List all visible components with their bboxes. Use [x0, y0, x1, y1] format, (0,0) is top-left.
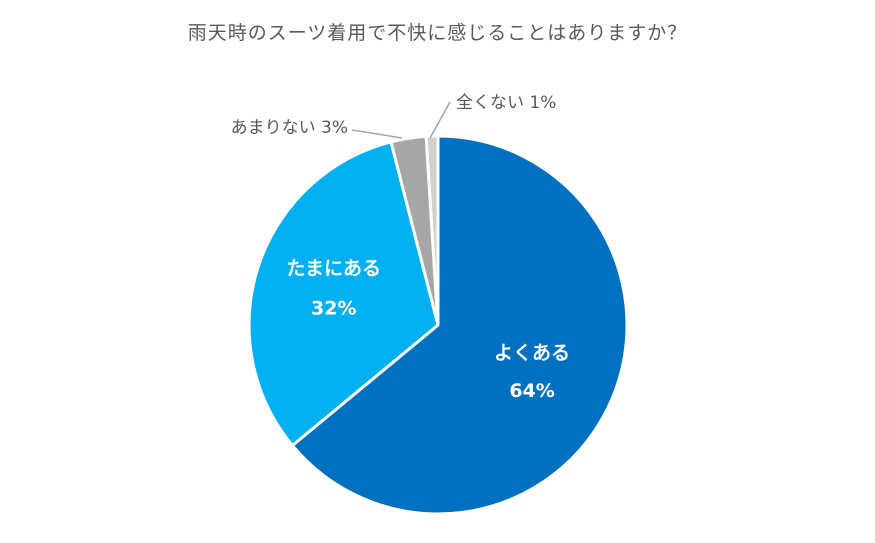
- slice-label-2: たまにある: [287, 258, 381, 280]
- pie-slice-4: [424, 134, 440, 327]
- slice-label-1: よくある: [494, 342, 570, 364]
- slice-value-2: 32%: [311, 298, 356, 320]
- slice-label-4: 全くない 1%: [456, 93, 556, 113]
- pie-slice-1: [290, 134, 629, 516]
- slice-label-3: あまりない 3%: [231, 118, 348, 138]
- chart-title: 雨天時のスーツ着用で不快に感じることはありますか？: [187, 22, 688, 44]
- slice-value-1: 64%: [509, 380, 554, 402]
- pie-slice-2: [247, 140, 440, 447]
- leader-line-3: [351, 129, 403, 139]
- leader-line-4: [429, 101, 451, 139]
